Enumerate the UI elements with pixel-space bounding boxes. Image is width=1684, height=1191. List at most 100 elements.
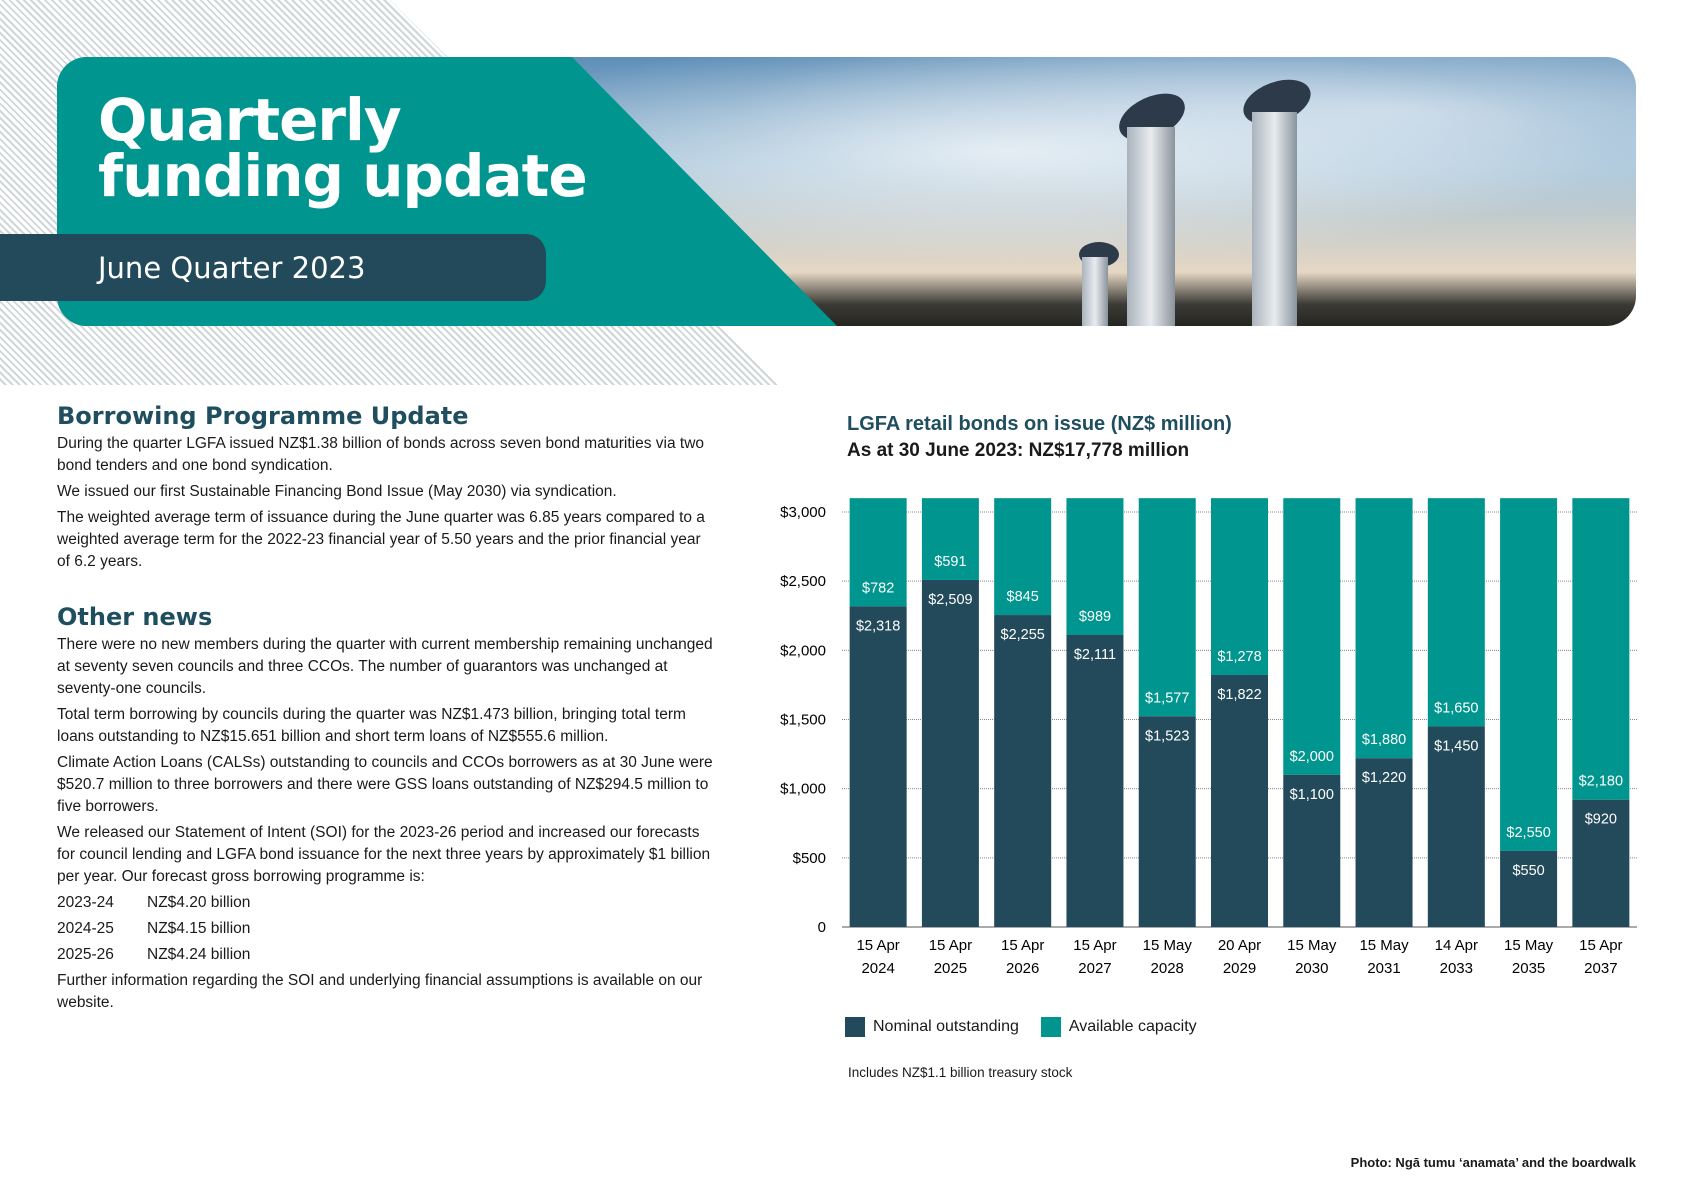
x-tick-label: 2026 [1006, 960, 1039, 977]
paragraph: Further information regarding the SOI an… [57, 972, 703, 1011]
paragraph: We released our Statement of Intent (SOI… [57, 824, 711, 885]
subtitle-band [0, 234, 546, 301]
y-tick-label: $1,500 [780, 712, 826, 729]
section-heading: Borrowing Programme Update [57, 402, 469, 430]
data-label-available: $2,000 [1290, 749, 1334, 765]
paragraph: Total term borrowing by councils during … [57, 706, 686, 745]
data-label-available: $1,577 [1145, 690, 1189, 706]
title-line: funding update [98, 142, 588, 210]
data-label-nominal: $1,523 [1145, 728, 1189, 744]
x-tick-label: 15 May [1143, 937, 1193, 954]
x-tick-label: 15 May [1504, 937, 1554, 954]
legend-swatch [1040, 1017, 1061, 1037]
chart-legend: Nominal outstanding Available capacity [845, 1017, 1197, 1037]
data-label-nominal: $1,822 [1217, 687, 1261, 703]
x-tick-label: 15 May [1287, 937, 1337, 954]
legend-label: Nominal outstanding [873, 1018, 1019, 1035]
x-tick-label: 2029 [1223, 960, 1256, 977]
section-heading: Other news [57, 603, 213, 631]
title-line: Quarterly [98, 86, 402, 154]
bar-nominal-outstanding [1066, 634, 1124, 927]
bar-available-capacity [1355, 498, 1413, 759]
data-label-nominal: $1,220 [1362, 770, 1406, 786]
data-label-available: $1,278 [1217, 649, 1261, 665]
chart-title: LGFA retail bonds on issue (NZ$ million) [847, 413, 1232, 435]
data-label-nominal: $920 [1585, 812, 1617, 828]
x-tick-label: 15 May [1359, 937, 1409, 954]
legend-item: Nominal outstanding [845, 1017, 1019, 1037]
x-tick-label: 2024 [861, 960, 894, 977]
legend-swatch [845, 1017, 865, 1037]
legend-item: Available capacity [1040, 1017, 1197, 1037]
x-tick-label: 15 Apr [929, 937, 972, 954]
x-tick-label: 2035 [1512, 960, 1545, 977]
sculpture-pillar [1082, 257, 1108, 326]
bar-available-capacity [1500, 498, 1558, 851]
paragraph: Climate Action Loans (CALSs) outstanding… [57, 754, 713, 815]
bar-available-capacity [921, 498, 979, 580]
x-tick-label: 20 Apr [1218, 937, 1261, 954]
y-tick-label: $3,000 [780, 504, 826, 521]
data-label-available: $782 [862, 580, 894, 596]
y-tick-label: 0 [818, 919, 826, 936]
x-tick-label: 2027 [1078, 960, 1111, 977]
x-tick-label: 2031 [1367, 960, 1400, 977]
data-label-nominal: $2,255 [1001, 627, 1045, 643]
bar-available-capacity [994, 498, 1052, 616]
bar-nominal-outstanding [1500, 850, 1558, 927]
data-label-available: $845 [1007, 589, 1039, 605]
bar-available-capacity [1211, 498, 1268, 675]
x-tick-label: 15 Apr [1001, 937, 1044, 954]
bar-available-capacity [1283, 498, 1341, 775]
sculpture-pillar [1127, 127, 1175, 326]
bar-nominal-outstanding [1211, 674, 1268, 927]
bar-available-capacity [849, 498, 907, 607]
bar-nominal-outstanding [1283, 774, 1341, 927]
data-label-nominal: $1,450 [1434, 738, 1478, 754]
chart-subtitle: As at 30 June 2023: NZ$17,778 million [847, 440, 1190, 461]
x-tick-label: 15 Apr [1579, 937, 1622, 954]
bar-nominal-outstanding [1427, 726, 1485, 927]
bar-available-capacity [1572, 498, 1630, 800]
forecast-row: 2025-26 NZ$4.24 billion [57, 944, 717, 966]
forecast-year: 2025-26 [57, 946, 114, 963]
bar-nominal-outstanding [994, 615, 1052, 927]
data-label-available: $2,180 [1579, 774, 1623, 790]
data-label-nominal: $2,509 [928, 592, 972, 608]
forecast-row: 2024-25 NZ$4.15 billion [57, 918, 717, 940]
data-label-nominal: $2,111 [1074, 647, 1116, 663]
x-tick-label: 2037 [1584, 960, 1617, 977]
data-label-nominal: $1,100 [1290, 787, 1334, 803]
data-label-available: $2,550 [1506, 825, 1550, 841]
y-tick-label: $1,000 [780, 781, 826, 798]
paragraph: We issued our first Sustainable Financin… [57, 483, 617, 500]
other-news-section: Other news There were no new members dur… [57, 603, 717, 1018]
x-tick-label: 15 Apr [1073, 937, 1116, 954]
x-tick-label: 15 Apr [856, 937, 899, 954]
data-label-nominal: $550 [1512, 863, 1544, 879]
y-tick-label: $500 [793, 850, 826, 867]
forecast-year: 2024-25 [57, 920, 114, 937]
data-label-available: $1,880 [1362, 732, 1406, 748]
x-tick-label: 2030 [1295, 960, 1328, 977]
page-subtitle: June Quarter 2023 [98, 251, 366, 285]
bar-nominal-outstanding [849, 606, 907, 927]
x-tick-label: 14 Apr [1435, 937, 1478, 954]
data-label-available: $1,650 [1434, 700, 1478, 716]
paragraph: During the quarter LGFA issued NZ$1.38 b… [57, 435, 705, 474]
bar-nominal-outstanding [1138, 716, 1196, 927]
bar-available-capacity [1427, 498, 1485, 727]
x-tick-label: 2025 [934, 960, 967, 977]
bar-available-capacity [1066, 498, 1124, 635]
forecast-amount: NZ$4.20 billion [147, 894, 251, 911]
page-title: Quarterly funding update [98, 86, 588, 210]
legend-label: Available capacity [1068, 1018, 1197, 1035]
x-tick-label: 2028 [1151, 960, 1184, 977]
bar-available-capacity [1138, 498, 1196, 717]
data-label-nominal: $2,318 [856, 618, 900, 634]
bar-nominal-outstanding [1355, 758, 1413, 927]
paragraph: There were no new members during the qua… [57, 636, 713, 697]
data-label-available: $989 [1079, 609, 1111, 625]
forecast-year: 2023-24 [57, 894, 114, 911]
bar-nominal-outstanding [1572, 799, 1630, 927]
